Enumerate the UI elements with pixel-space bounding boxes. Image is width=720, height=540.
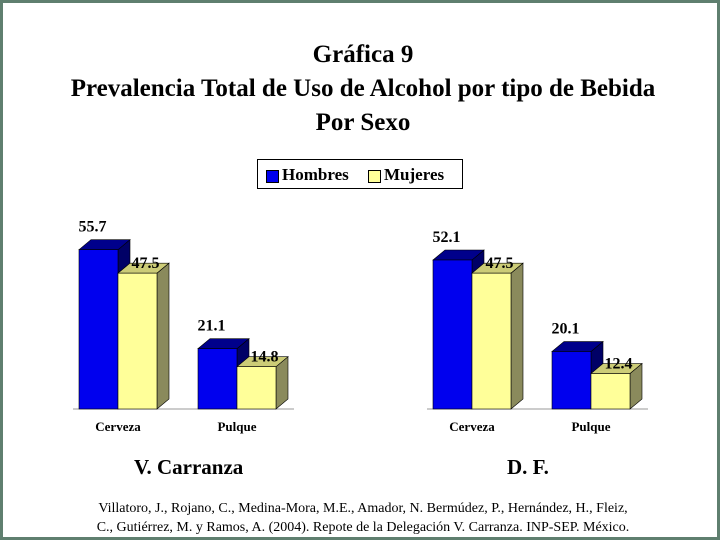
chart-title-line-3: Por Sexo (315, 109, 411, 136)
chart-legend: Hombres Mujeres (257, 159, 463, 189)
group-label-df: D. F. (507, 455, 549, 479)
bar-g0-cerveza-mujeres (117, 272, 158, 410)
data-label-g0-cerveza-mujeres: 47.5 (132, 255, 160, 272)
citation-line-2: C., Gutiérrez, M. y Ramos, A. (2004). Re… (96, 520, 630, 535)
bar-g1-cerveza-hombres (432, 259, 473, 410)
bar-g1-pulque-hombres (551, 351, 592, 410)
bar-side-g1-cerveza-mujeres (510, 262, 524, 410)
bar-g1-cerveza-mujeres (471, 272, 512, 410)
data-label-g0-pulque-mujeres: 14.8 (251, 349, 279, 366)
category-label-g0-pulque: Pulque (217, 419, 256, 434)
category-label-g0-cerveza: Cerveza (95, 419, 141, 434)
category-label-g1-cerveza: Cerveza (449, 419, 495, 434)
bar-side-g0-cerveza-mujeres (156, 262, 170, 410)
category-label-g1-pulque: Pulque (571, 419, 610, 434)
data-label-g0-pulque-hombres: 21.1 (198, 318, 226, 335)
source-citation: Villatoro, J., Rojano, C., Medina-Mora, … (3, 499, 720, 537)
data-label-g1-pulque-hombres: 20.1 (552, 321, 580, 338)
data-label-g1-pulque-mujeres: 12.4 (605, 356, 633, 373)
legend-swatch-mujeres (368, 170, 381, 183)
group-label-v-carranza: V. Carranza (134, 455, 244, 479)
legend-label-hombres: Hombres (282, 165, 349, 184)
bar-g0-pulque-hombres (197, 348, 238, 410)
data-label-g1-cerveza-hombres: 52.1 (433, 229, 461, 246)
bar-g0-pulque-mujeres (236, 366, 277, 410)
data-label-g0-cerveza-hombres: 55.7 (79, 219, 107, 236)
bar-g1-pulque-mujeres (590, 373, 631, 410)
data-label-g1-cerveza-mujeres: 47.5 (486, 255, 514, 272)
bar-chart-plot: 55.7 47.5 Cerveza 21.1 14.8 Pulque 52.1 47.5 Cer… (73, 219, 648, 434)
bar-g0-cerveza-hombres (78, 249, 119, 410)
legend-label-mujeres: Mujeres (384, 165, 445, 184)
chart-title-line-2: Prevalencia Total de Uso de Alcohol por … (70, 75, 656, 102)
legend-swatch-hombres (266, 170, 279, 183)
citation-line-1: Villatoro, J., Rojano, C., Medina-Mora, … (98, 501, 628, 516)
chart-title-line-1: Gráfica 9 (312, 41, 414, 68)
